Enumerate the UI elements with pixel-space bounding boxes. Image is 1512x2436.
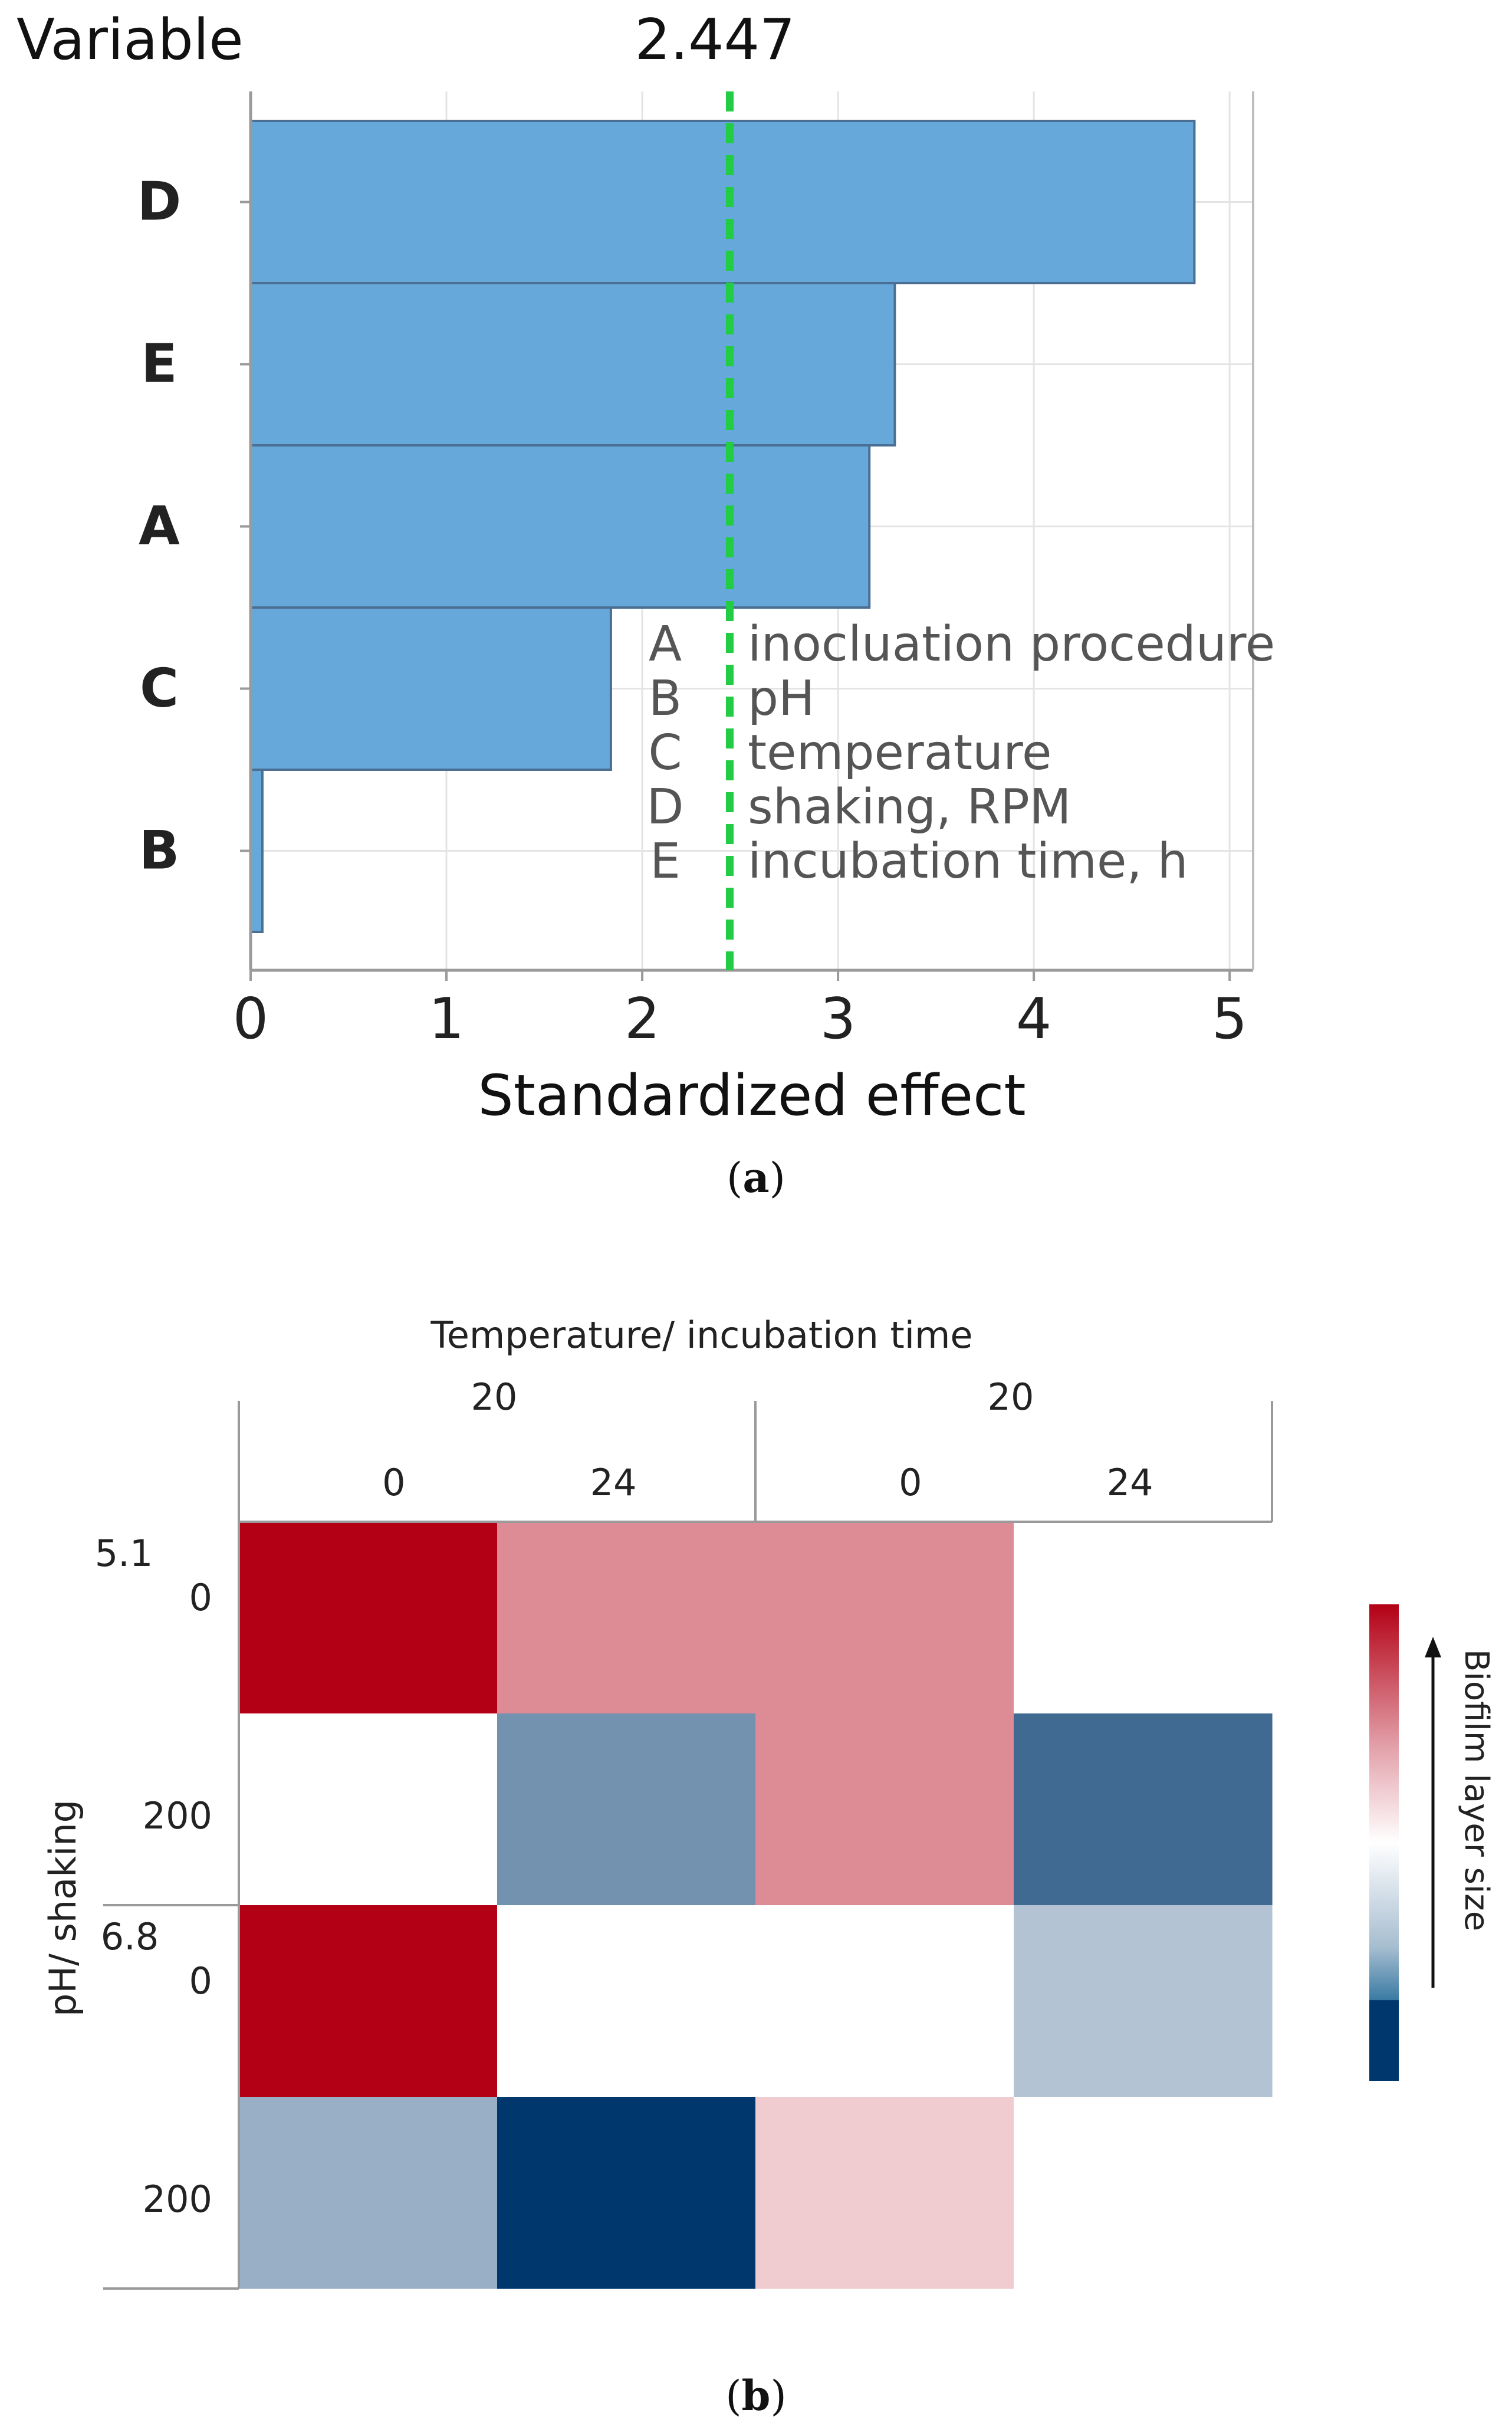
heatmap-cell [755, 1713, 1014, 1906]
legend-text: pH [748, 671, 815, 727]
heatmap-cell [497, 1905, 756, 2097]
colorbar [1369, 1604, 1399, 2081]
column-sub-label: 0 [899, 1461, 922, 1504]
row-group-label: 5.1 [95, 1532, 153, 1575]
y-tick-label: A [139, 495, 180, 557]
reference-line-label: 2.447 [635, 8, 795, 73]
heatmap-cell [1014, 1522, 1273, 1714]
column-group-label: 20 [471, 1375, 518, 1419]
x-tick-label: 2 [624, 987, 660, 1052]
legend-text: inocluation procedure [748, 616, 1275, 672]
bar-A [249, 444, 871, 609]
heatmap-cell [755, 1905, 1014, 2097]
up-arrow-icon [1425, 1637, 1441, 1657]
legend-key: E [650, 833, 681, 889]
legend-key: C [648, 725, 682, 781]
row-group-label: 6.8 [101, 1915, 159, 1958]
heatmap-cell [239, 1905, 498, 2097]
heatmap-cell [239, 1713, 498, 1906]
y-tick-label: C [140, 658, 179, 720]
row-sub-label: 0 [189, 1959, 212, 2002]
x-tick-label: 0 [233, 987, 268, 1052]
bar-D [249, 120, 1196, 284]
bar-B [249, 769, 264, 933]
x-tick-label: 4 [1016, 987, 1051, 1052]
x-tick-label: 1 [429, 987, 464, 1052]
column-sub-label: 24 [1107, 1461, 1153, 1504]
heatmap-cell [497, 2097, 756, 2289]
legend-text: temperature [748, 725, 1051, 781]
heatmap-cell [1014, 2097, 1273, 2289]
legend-key: A [649, 616, 682, 672]
heatmap-cell [497, 1522, 756, 1714]
heatmap-cell [755, 1522, 1014, 1714]
x-tick-label: 3 [820, 987, 856, 1052]
heatmap-cell [1014, 1713, 1273, 1906]
heatmap-cell [1014, 1905, 1273, 2097]
panel-a-caption: (a) [727, 1153, 785, 1202]
row-sub-label: 0 [189, 1576, 212, 1619]
legend-key: B [649, 671, 682, 727]
y-tick-label: D [137, 171, 182, 233]
panel-b-caption: (b) [725, 2371, 787, 2420]
column-sub-label: 0 [382, 1461, 405, 1504]
y-tick-label: B [139, 820, 180, 882]
column-group-label: 20 [988, 1375, 1034, 1419]
heatmap-cell [755, 2097, 1014, 2289]
bar-E [249, 282, 896, 447]
colorbar-label: Biofilm layer size [1457, 1649, 1495, 1931]
bar-C [249, 606, 612, 771]
heatmap-cell [239, 1522, 498, 1714]
y-axis-title: Variable [17, 8, 244, 73]
legend-text: incubation time, h [748, 833, 1188, 889]
y-tick-label: E [141, 333, 177, 395]
x-tick-label: 5 [1212, 987, 1247, 1052]
legend-key: D [646, 779, 683, 835]
heatmap-cell [239, 2097, 498, 2289]
legend-text: shaking, RPM [748, 779, 1071, 835]
row-header-title: pH/ shaking [41, 1800, 84, 2017]
column-header-title: Temperature/ incubation time [430, 1314, 972, 1357]
column-sub-label: 24 [590, 1461, 637, 1504]
row-sub-label: 200 [143, 2178, 212, 2221]
row-sub-label: 200 [143, 1794, 212, 1837]
x-axis-title: Standardized effect [478, 1063, 1025, 1128]
heatmap-cell [497, 1713, 756, 1906]
